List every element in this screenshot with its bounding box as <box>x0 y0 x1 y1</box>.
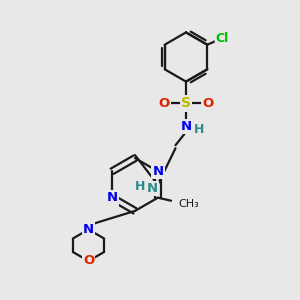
Text: N: N <box>106 191 118 204</box>
Text: N: N <box>83 223 94 236</box>
Text: S: S <box>181 96 191 110</box>
Text: N: N <box>152 165 164 178</box>
Text: N: N <box>147 182 158 195</box>
Text: O: O <box>159 97 170 110</box>
Text: CH₃: CH₃ <box>178 199 199 209</box>
Text: O: O <box>83 254 94 268</box>
Text: N: N <box>180 120 192 133</box>
Text: O: O <box>202 97 213 110</box>
Text: H: H <box>194 122 205 136</box>
Text: H: H <box>135 179 145 193</box>
Text: Cl: Cl <box>216 32 229 45</box>
